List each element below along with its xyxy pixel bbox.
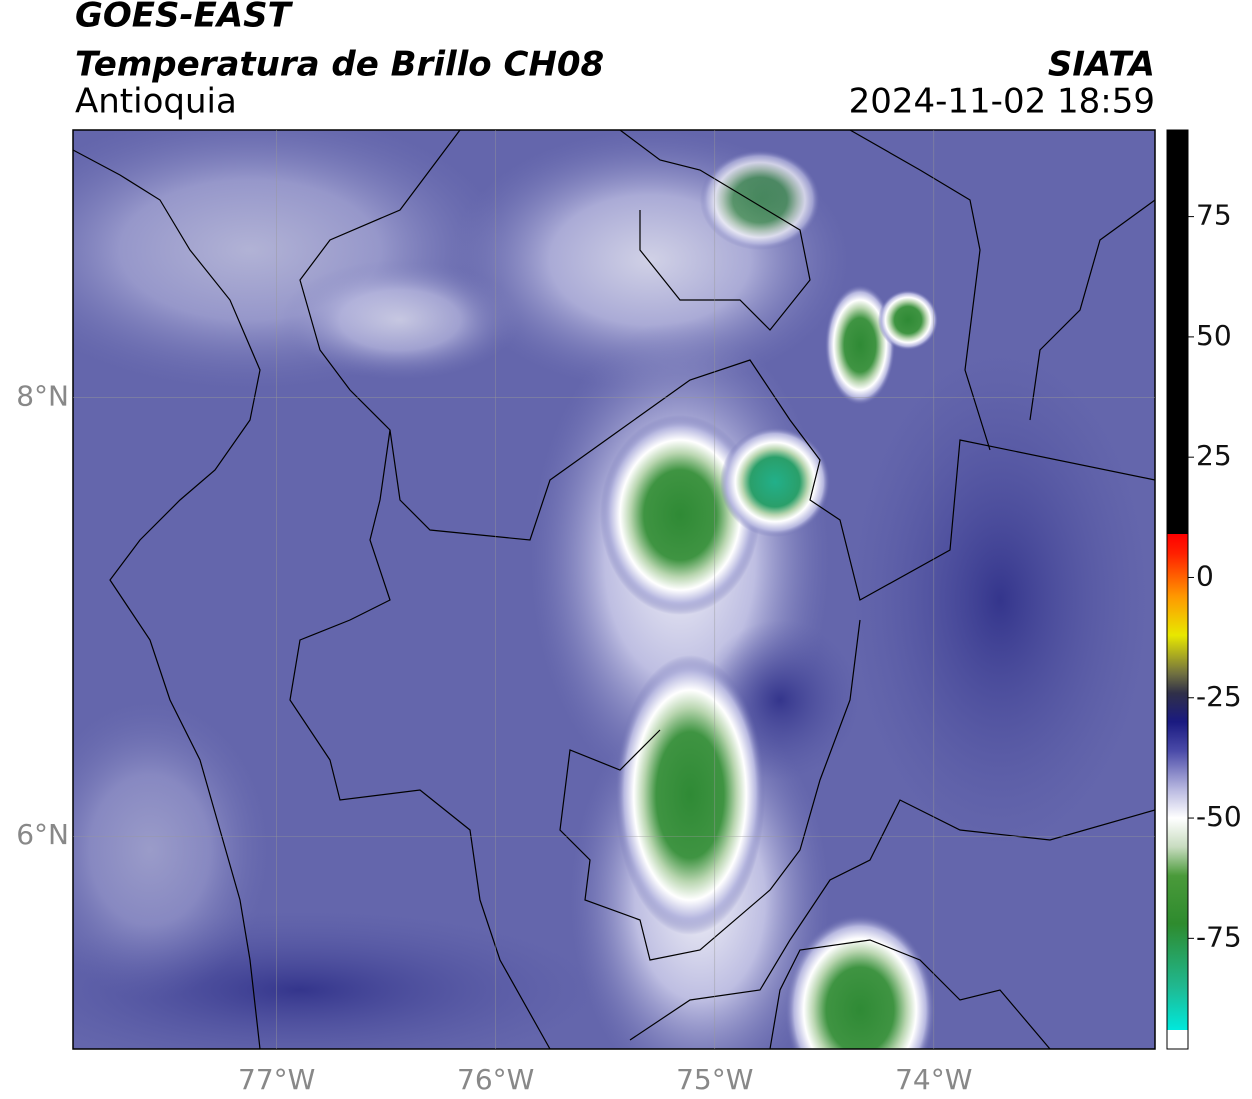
product-title: Temperatura de Brillo CH08 [75, 45, 604, 85]
map-frame [72, 129, 1156, 1050]
borders [73, 130, 1155, 1049]
colorbar-tick-label: 50 [1196, 319, 1232, 352]
source-label: SIATA [1048, 45, 1155, 85]
x-tick-label: 75°W [676, 1063, 753, 1096]
y-tick-label: 6°N [16, 818, 69, 851]
colorbar-tick-label: 75 [1196, 199, 1232, 232]
colorbar-tick-label: 25 [1196, 439, 1232, 472]
satellite-title: GOES-EAST [75, 0, 294, 36]
colorbar-tick-label: 0 [1196, 559, 1214, 592]
colorbar-tick-label: -75 [1196, 920, 1242, 953]
satellite-image [73, 130, 1155, 1049]
colorbar [1166, 129, 1189, 1050]
region-label: Antioquia [75, 82, 237, 122]
colorbar-tick-label: -50 [1196, 800, 1242, 833]
colorbar-tick-label: -25 [1196, 680, 1242, 713]
y-tick-label: 8°N [16, 380, 69, 413]
x-tick-label: 74°W [895, 1063, 972, 1096]
x-tick-label: 77°W [238, 1063, 315, 1096]
datetime-label: 2024-11-02 18:59 [849, 82, 1155, 122]
x-tick-label: 76°W [457, 1063, 534, 1096]
